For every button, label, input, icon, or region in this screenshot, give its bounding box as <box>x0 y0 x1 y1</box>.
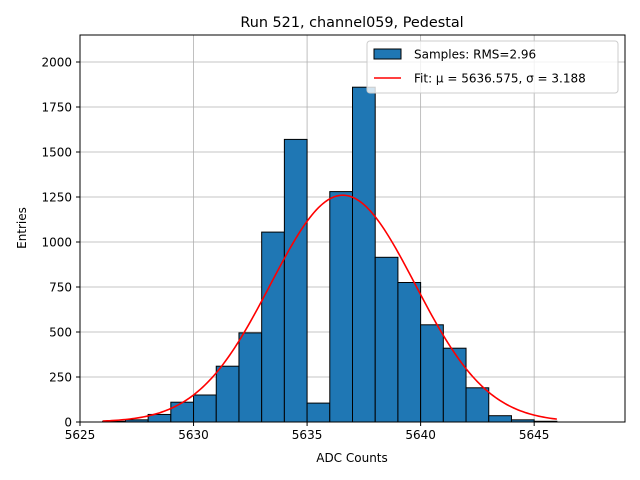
histogram-bar <box>261 231 285 423</box>
legend-box <box>366 40 619 94</box>
x-tick-label: 5625 <box>65 428 96 442</box>
x-axis-label: ADC Counts <box>316 451 388 465</box>
legend-label: Samples: RMS=2.96 <box>414 48 536 62</box>
y-tick-label: 750 <box>49 281 72 295</box>
legend: Samples: RMS=2.96 Fit: μ = 5636.575, σ = … <box>366 40 619 94</box>
y-tick-label: 2000 <box>41 56 72 70</box>
y-axis-label: Entries <box>15 207 29 249</box>
histogram-bar <box>170 401 195 423</box>
histogram-bar <box>306 402 331 423</box>
y-tick-label: 250 <box>49 371 72 385</box>
y-axis-ticks: 0 250 500 750 1000 1250 1500 1750 2000 <box>41 56 80 430</box>
y-tick-label: 1750 <box>41 101 72 115</box>
histogram-bar <box>193 394 217 423</box>
legend-patch-samples <box>373 48 402 60</box>
axes <box>79 34 626 423</box>
histogram-bar <box>397 282 422 423</box>
histogram-bar <box>215 365 240 423</box>
histogram-bar <box>238 332 263 423</box>
y-tick-label: 1500 <box>41 146 72 160</box>
legend-label: Fit: μ = 5636.575, σ = 3.188 <box>414 72 586 86</box>
histogram-bar <box>352 86 376 423</box>
histogram-bar <box>420 324 444 423</box>
x-tick-label: 5635 <box>292 428 323 442</box>
y-tick-label: 0 <box>64 416 72 430</box>
histogram-bars <box>102 86 558 423</box>
y-tick-label: 1000 <box>41 236 72 250</box>
histogram-bar <box>465 387 490 423</box>
histogram-bar <box>329 191 353 423</box>
x-tick-label: 5645 <box>519 428 550 442</box>
y-tick-label: 1250 <box>41 191 72 205</box>
x-tick-label: 5640 <box>405 428 436 442</box>
y-tick-label: 500 <box>49 326 72 340</box>
histogram-bar <box>488 415 512 423</box>
x-axis-ticks: 5625 5630 5635 5640 5645 <box>65 422 550 442</box>
histogram-bar <box>283 138 308 423</box>
histogram-bar <box>374 256 399 423</box>
chart-title: Run 521, channel059, Pedestal <box>240 15 463 31</box>
histogram-bar <box>442 347 467 423</box>
x-tick-label: 5630 <box>178 428 209 442</box>
axes-frame <box>79 34 626 423</box>
fit-curve <box>102 194 557 422</box>
